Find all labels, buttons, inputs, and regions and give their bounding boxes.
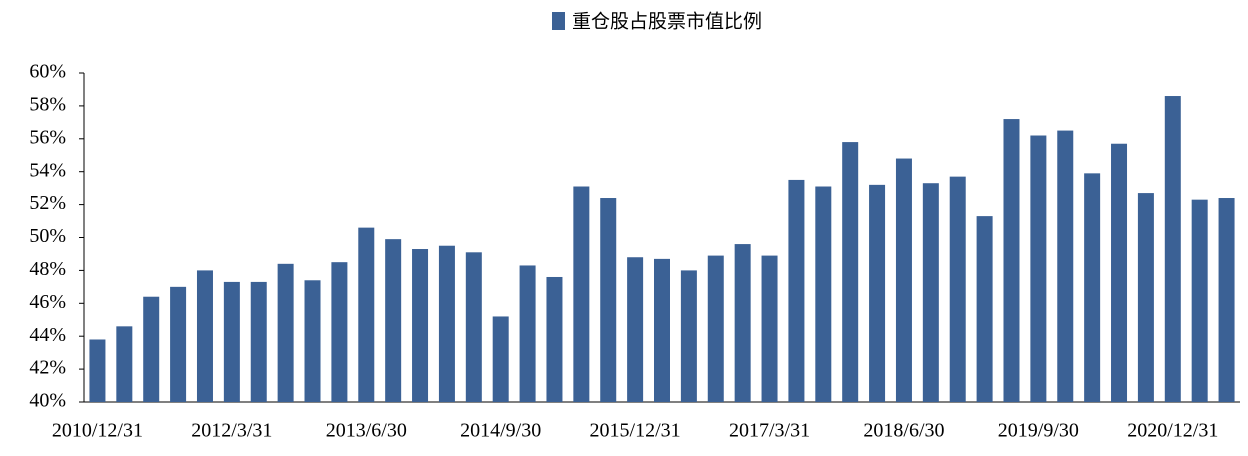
y-tick-label: 60%	[29, 61, 66, 83]
bar	[492, 316, 509, 402]
bar	[761, 255, 778, 402]
bar	[573, 186, 590, 402]
bar	[277, 263, 294, 402]
bar	[1030, 135, 1047, 402]
x-tick-label: 2020/12/31	[1127, 420, 1218, 442]
bar	[895, 158, 912, 402]
bar	[1057, 130, 1074, 402]
bar	[170, 286, 187, 402]
bar	[922, 183, 939, 402]
bar	[1164, 96, 1181, 402]
bar	[331, 262, 348, 402]
bar	[788, 179, 805, 402]
x-tick-label: 2018/6/30	[863, 420, 944, 442]
bar	[815, 186, 832, 402]
bar	[438, 245, 455, 402]
bar	[116, 326, 133, 402]
bar	[680, 270, 697, 402]
x-tick-label: 2010/12/31	[52, 420, 143, 442]
bar	[600, 198, 617, 402]
x-tick-label: 2013/6/30	[326, 420, 407, 442]
bar	[1137, 193, 1154, 402]
bar	[385, 239, 402, 402]
bar	[869, 184, 886, 402]
y-tick-label: 56%	[29, 126, 66, 148]
bar	[465, 252, 482, 402]
bar	[1003, 119, 1020, 402]
bar	[1218, 198, 1235, 402]
x-tick-label: 2017/3/31	[729, 420, 810, 442]
x-tick-label: 2019/9/30	[998, 420, 1079, 442]
y-tick-label: 58%	[29, 93, 66, 115]
bar	[949, 176, 966, 402]
x-tick-label: 2012/3/31	[191, 420, 272, 442]
bar	[412, 249, 429, 402]
x-tick-label: 2014/9/30	[460, 420, 541, 442]
x-tick-label: 2015/12/31	[590, 420, 681, 442]
legend-text: 重仓股占股票市值比例	[572, 11, 762, 33]
bar	[196, 270, 213, 402]
y-tick-label: 44%	[29, 324, 66, 346]
bar	[546, 276, 563, 402]
bar	[734, 244, 751, 402]
bar	[976, 216, 993, 402]
bar	[519, 265, 536, 402]
bar	[627, 257, 644, 402]
y-tick-label: 42%	[29, 357, 66, 379]
y-tick-label: 48%	[29, 258, 66, 280]
bar	[1084, 173, 1101, 402]
bar	[654, 258, 670, 402]
bar	[223, 281, 240, 402]
y-tick-label: 46%	[29, 291, 66, 313]
y-tick-label: 40%	[29, 390, 66, 412]
bar	[250, 281, 267, 402]
y-tick-label: 52%	[29, 192, 66, 214]
bar	[707, 255, 724, 402]
bar	[842, 142, 859, 402]
legend-swatch	[552, 12, 565, 30]
bar	[89, 339, 106, 402]
bar	[1191, 199, 1208, 402]
bar	[304, 280, 321, 402]
bar	[143, 296, 160, 402]
y-tick-label: 54%	[29, 159, 66, 181]
bar	[358, 227, 375, 402]
y-tick-label: 50%	[29, 225, 66, 247]
bar	[1111, 143, 1128, 403]
